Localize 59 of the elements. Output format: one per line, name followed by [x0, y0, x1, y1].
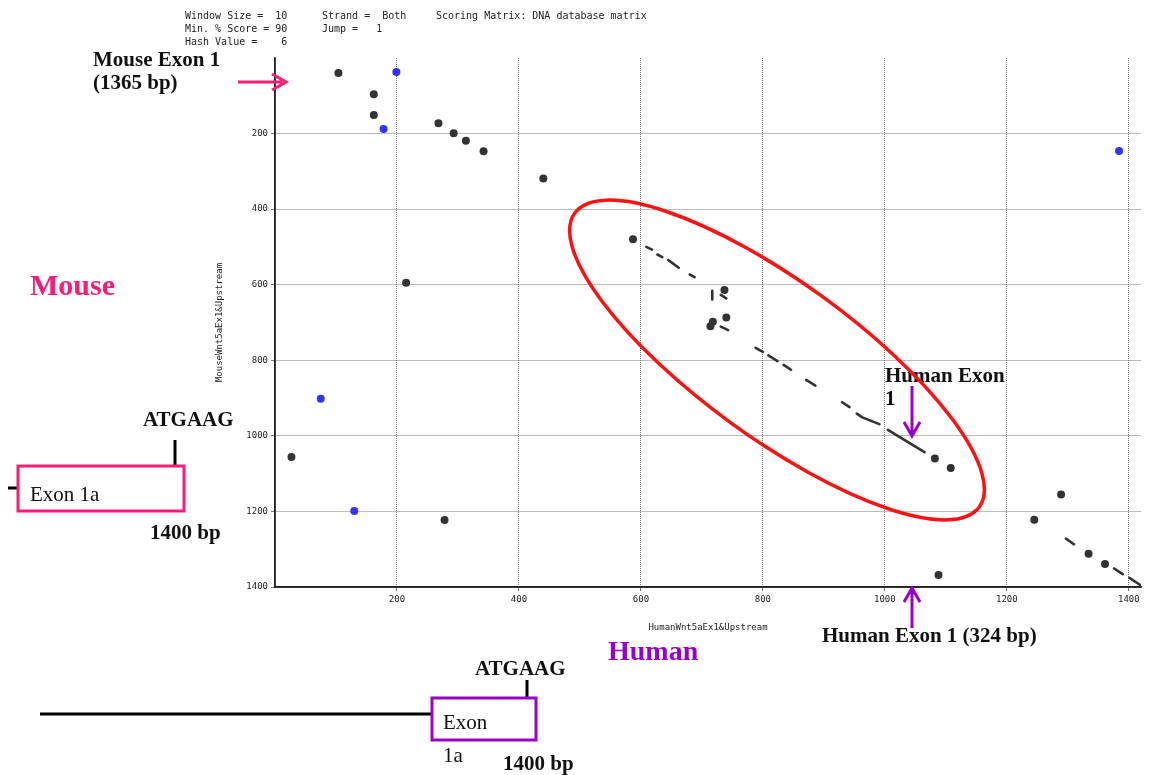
point: [369, 111, 378, 120]
point: [392, 67, 401, 76]
point: [287, 453, 296, 462]
x-tick-label: 800: [754, 593, 772, 604]
point: [402, 278, 411, 287]
point: [1084, 549, 1093, 558]
point: [350, 507, 359, 516]
text: Strand = Both: [322, 10, 407, 21]
text: Human Exon 1 (324 bp): [822, 623, 1038, 648]
y-tick-label: 800: [251, 354, 268, 365]
point: [720, 286, 729, 294]
y-axis-title: MouseWnt5aEx1&Upstream: [213, 262, 224, 383]
x-tick-label: 1000: [874, 593, 896, 604]
point: [722, 313, 731, 322]
point: [369, 90, 378, 99]
text: Jump = 1: [322, 23, 383, 34]
point: [708, 317, 717, 326]
point: [449, 129, 458, 138]
point: [379, 125, 388, 134]
point: [461, 136, 470, 145]
text: ATGAAG: [143, 407, 234, 432]
point: [434, 119, 443, 128]
text: Mouse Exon 1 (1365 bp): [93, 47, 222, 95]
point: [316, 394, 325, 403]
point: [1030, 515, 1039, 524]
y-tick-label: 200: [251, 127, 268, 138]
y-tick-label: 1000: [246, 430, 268, 441]
y-tick-label: 400: [251, 203, 268, 214]
x-tick-label: 400: [510, 593, 528, 604]
x-tick-label: 1200: [995, 593, 1018, 604]
point: [628, 235, 637, 244]
point: [1057, 490, 1066, 499]
point: [930, 454, 939, 463]
point: [1115, 146, 1124, 155]
text: Exon 1a: [30, 481, 100, 508]
text: Scoring Matrix: DNA database matrix: [436, 10, 647, 21]
text: Hash Value = 6: [185, 36, 288, 47]
text: Human: [608, 635, 699, 667]
x-tick-label: 600: [632, 593, 650, 604]
point: [539, 174, 548, 183]
text: Window Size = 10: [185, 10, 288, 21]
text: Min. % Score = 90: [185, 23, 288, 34]
point: [934, 570, 943, 579]
y-tick-label: 1200: [246, 505, 268, 516]
point: [946, 463, 955, 472]
point: [334, 69, 343, 78]
text: ATGAAG: [475, 656, 566, 681]
x-axis-title: HumanWnt5aEx1&Upstream: [648, 621, 768, 632]
x-tick-label: 200: [388, 593, 406, 604]
y-tick-label: 600: [251, 279, 268, 290]
point: [1101, 559, 1110, 568]
y-tick-label: 1400: [246, 581, 268, 592]
text: Exon 1a: [443, 710, 488, 767]
point: [440, 516, 449, 525]
x-tick-label: 1400: [1117, 593, 1140, 604]
text: 1400 bp: [150, 520, 221, 545]
text: 1400 bp: [503, 751, 574, 775]
text: Mouse: [30, 268, 115, 301]
point: [479, 147, 488, 156]
